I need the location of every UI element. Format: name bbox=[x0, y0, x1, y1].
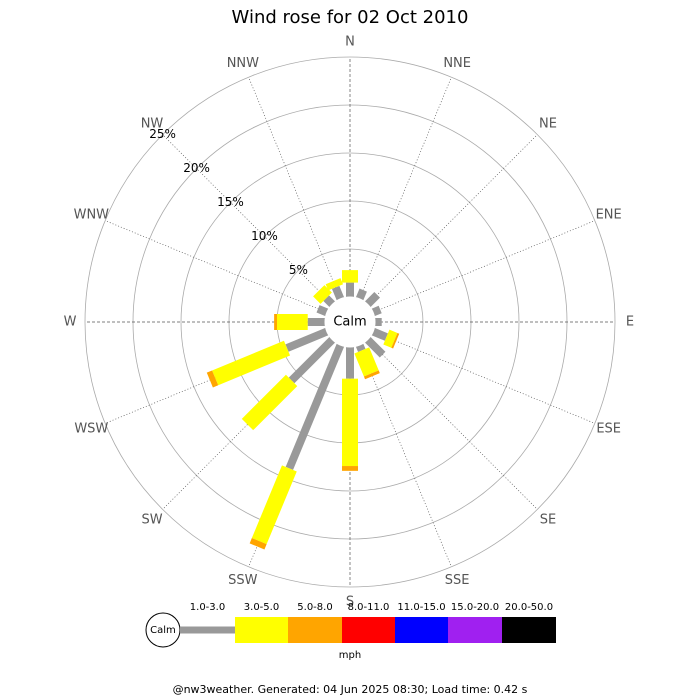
bar-segment bbox=[285, 343, 345, 470]
bar-segment bbox=[342, 378, 358, 467]
direction-bars bbox=[371, 305, 382, 317]
chart-title: Wind rose for 02 Oct 2010 bbox=[232, 7, 469, 28]
direction-label: SW bbox=[141, 512, 162, 527]
legend-calm-label: Calm bbox=[150, 625, 176, 636]
bar-segment bbox=[371, 327, 388, 341]
legend-swatch bbox=[235, 617, 288, 643]
bar-segment bbox=[342, 466, 358, 471]
direction-bars bbox=[342, 270, 358, 297]
footer: @nw3weather. Generated: 04 Jun 2025 08:3… bbox=[173, 683, 528, 696]
legend-label: 15.0-20.0 bbox=[451, 602, 499, 613]
bar-segment bbox=[307, 318, 326, 326]
bar-segment bbox=[212, 340, 291, 386]
direction-label: NNW bbox=[227, 56, 259, 71]
bar-segment bbox=[316, 305, 329, 317]
spoke bbox=[372, 331, 595, 424]
legend-swatch bbox=[180, 626, 235, 634]
ring-label: 10% bbox=[251, 229, 278, 243]
bar-segment bbox=[342, 270, 358, 283]
direction-bars bbox=[364, 336, 386, 358]
direction-bars bbox=[371, 327, 400, 349]
bar-segment bbox=[364, 336, 386, 358]
calm-circle bbox=[324, 296, 376, 348]
bar-segment bbox=[355, 288, 367, 301]
direction-bars bbox=[342, 347, 358, 471]
bar-segment bbox=[371, 305, 382, 317]
bar-segment bbox=[325, 278, 344, 291]
legend-label: 11.0-15.0 bbox=[397, 602, 445, 613]
spoke bbox=[367, 134, 538, 305]
spoke bbox=[372, 220, 595, 313]
bar-segment bbox=[206, 370, 219, 388]
legend-swatch bbox=[395, 617, 448, 643]
bar-segment bbox=[364, 291, 381, 308]
direction-label: ENE bbox=[596, 207, 622, 222]
calm-label: Calm bbox=[333, 315, 366, 330]
direction-bars bbox=[364, 291, 381, 308]
direction-bars bbox=[206, 327, 329, 388]
spoke bbox=[162, 134, 333, 305]
direction-label: SSW bbox=[228, 573, 258, 588]
bar-segment bbox=[277, 314, 308, 330]
ring-label: 5% bbox=[289, 263, 308, 277]
ring bbox=[180, 152, 520, 492]
bar-segment bbox=[249, 538, 267, 550]
bar-segment bbox=[383, 329, 398, 348]
direction-bars bbox=[325, 278, 345, 301]
direction-label: SE bbox=[540, 512, 556, 527]
ring-label: 15% bbox=[217, 195, 244, 209]
direction-label: N bbox=[345, 35, 355, 50]
direction-bars bbox=[355, 288, 367, 301]
bar-segment bbox=[313, 285, 332, 304]
legend-swatch bbox=[502, 617, 556, 643]
direction-label: S bbox=[346, 595, 354, 610]
direction-label: NNE bbox=[443, 56, 471, 71]
ring-label: 20% bbox=[183, 161, 210, 175]
direction-label: ESE bbox=[596, 422, 621, 437]
direction-bars bbox=[374, 318, 382, 326]
spoke bbox=[359, 344, 452, 567]
bar-segment bbox=[363, 370, 380, 380]
spoke bbox=[248, 77, 341, 300]
legend-swatch bbox=[288, 617, 342, 643]
legend-swatch bbox=[448, 617, 502, 643]
legend-label: 3.0-5.0 bbox=[244, 602, 279, 613]
legend-unit: mph bbox=[339, 650, 361, 661]
direction-bars bbox=[274, 314, 326, 330]
bar-segment bbox=[251, 465, 297, 545]
bar-segment bbox=[374, 318, 382, 326]
direction-label: SSE bbox=[445, 573, 470, 588]
bar-segment bbox=[285, 327, 329, 352]
legend-swatch bbox=[342, 617, 395, 643]
direction-bars bbox=[316, 305, 329, 317]
bar-segment bbox=[274, 314, 278, 330]
spoke bbox=[359, 77, 452, 300]
direction-label: W bbox=[64, 315, 77, 330]
direction-bars bbox=[241, 336, 336, 431]
legend-label: 5.0-8.0 bbox=[297, 602, 332, 613]
ring bbox=[84, 56, 616, 588]
direction-label: WNW bbox=[74, 207, 110, 222]
bar-segment bbox=[354, 347, 379, 377]
bar-segment bbox=[346, 282, 354, 297]
direction-label: WSW bbox=[74, 422, 108, 437]
legend-label: 1.0-3.0 bbox=[190, 602, 225, 613]
direction-label: E bbox=[626, 315, 634, 330]
bar-segment bbox=[346, 347, 354, 379]
direction-bars bbox=[249, 343, 345, 550]
bar-segment bbox=[241, 374, 298, 431]
legend-label: 8.0-11.0 bbox=[348, 602, 390, 613]
spoke bbox=[367, 339, 538, 510]
direction-label: NW bbox=[141, 117, 164, 132]
bar-segment bbox=[288, 336, 336, 384]
legend-label: 20.0-50.0 bbox=[505, 602, 553, 613]
bar-segment bbox=[331, 285, 345, 301]
ring-label: 25% bbox=[149, 127, 176, 141]
bar-segment bbox=[391, 332, 400, 349]
direction-label: NE bbox=[539, 117, 557, 132]
spoke bbox=[105, 220, 328, 313]
